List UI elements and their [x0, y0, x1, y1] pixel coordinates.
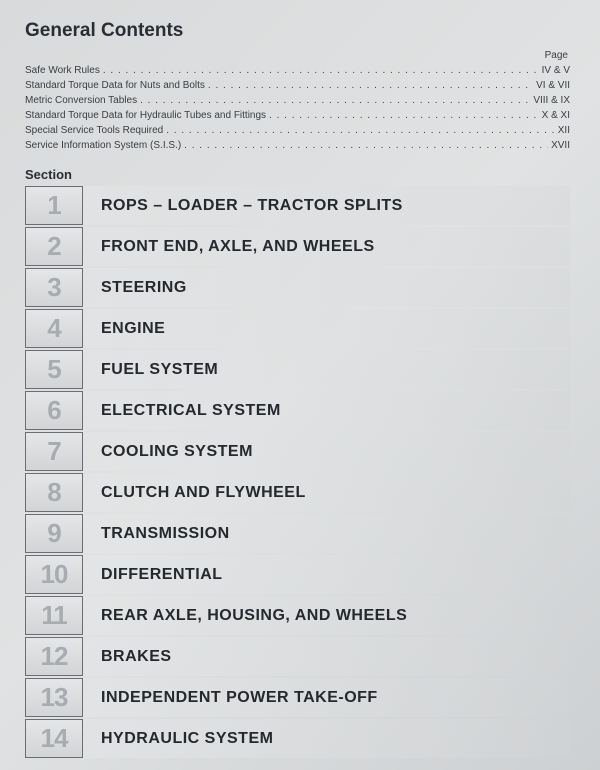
section-title: BRAKES [83, 637, 570, 676]
section-row: 8CLUTCH AND FLYWHEEL [25, 473, 570, 512]
section-row: 1ROPS – LOADER – TRACTOR SPLITS [25, 186, 570, 225]
section-number: 14 [25, 719, 83, 758]
page-title: General Contents [25, 20, 570, 42]
toc-label: Standard Torque Data for Nuts and Bolts [25, 78, 205, 93]
section-number: 3 [25, 268, 83, 307]
section-number: 10 [25, 555, 83, 594]
section-number: 6 [25, 391, 83, 430]
toc-dots [184, 138, 548, 153]
toc-dots [166, 123, 555, 138]
section-row: 6ELECTRICAL SYSTEM [25, 391, 570, 430]
section-title: FRONT END, AXLE, AND WHEELS [83, 227, 570, 266]
section-number: 2 [25, 227, 83, 266]
section-row: 11REAR AXLE, HOUSING, AND WHEELS [25, 596, 570, 635]
preliminary-toc: Page Safe Work RulesIV & VStandard Torqu… [25, 50, 570, 153]
section-title: REAR AXLE, HOUSING, AND WHEELS [83, 596, 570, 635]
toc-row: Metric Conversion Tables VIII & IX [25, 93, 570, 108]
section-title: INDEPENDENT POWER TAKE-OFF [83, 678, 570, 717]
section-row: 13INDEPENDENT POWER TAKE-OFF [25, 678, 570, 717]
section-number: 11 [25, 596, 83, 635]
toc-page: VI & VII [536, 78, 570, 93]
section-title: STEERING [83, 268, 570, 307]
toc-page: X & XI [542, 108, 570, 123]
toc-row: Safe Work Rules IV & V [25, 63, 570, 78]
section-row: 14HYDRAULIC SYSTEM [25, 719, 570, 758]
section-title: TRANSMISSION [83, 514, 570, 553]
toc-label: Service Information System (S.I.S.) [25, 138, 181, 153]
toc-page: XII [558, 123, 570, 138]
toc-page: XVII [551, 138, 570, 153]
section-title: HYDRAULIC SYSTEM [83, 719, 570, 758]
toc-label: Special Service Tools Required [25, 123, 163, 138]
section-row: 2FRONT END, AXLE, AND WHEELS [25, 227, 570, 266]
toc-dots [208, 78, 533, 93]
section-number: 8 [25, 473, 83, 512]
section-number: 7 [25, 432, 83, 471]
page-column-header: Page [25, 50, 570, 61]
toc-dots [269, 108, 539, 123]
section-number: 9 [25, 514, 83, 553]
toc-dots [140, 93, 530, 108]
toc-row: Standard Torque Data for Hydraulic Tubes… [25, 108, 570, 123]
section-row: 9TRANSMISSION [25, 514, 570, 553]
toc-label: Metric Conversion Tables [25, 93, 137, 108]
section-title: COOLING SYSTEM [83, 432, 570, 471]
toc-label: Safe Work Rules [25, 63, 100, 78]
toc-row: Service Information System (S.I.S.) XVII [25, 138, 570, 153]
toc-label: Standard Torque Data for Hydraulic Tubes… [25, 108, 266, 123]
section-row: 5FUEL SYSTEM [25, 350, 570, 389]
section-title: ELECTRICAL SYSTEM [83, 391, 570, 430]
section-title: DIFFERENTIAL [83, 555, 570, 594]
toc-dots [103, 63, 539, 78]
section-row: 12BRAKES [25, 637, 570, 676]
section-title: ENGINE [83, 309, 570, 348]
toc-page: IV & V [542, 63, 570, 78]
section-title: FUEL SYSTEM [83, 350, 570, 389]
section-title: ROPS – LOADER – TRACTOR SPLITS [83, 186, 570, 225]
toc-row: Standard Torque Data for Nuts and Bolts V… [25, 78, 570, 93]
section-title: CLUTCH AND FLYWHEEL [83, 473, 570, 512]
toc-page: VIII & IX [533, 93, 570, 108]
section-number: 1 [25, 186, 83, 225]
section-row: 7COOLING SYSTEM [25, 432, 570, 471]
section-list: 1ROPS – LOADER – TRACTOR SPLITS2FRONT EN… [25, 186, 570, 760]
section-number: 13 [25, 678, 83, 717]
section-header-label: Section [25, 167, 570, 182]
section-row: 4ENGINE [25, 309, 570, 348]
section-row: 10DIFFERENTIAL [25, 555, 570, 594]
section-number: 4 [25, 309, 83, 348]
section-number: 12 [25, 637, 83, 676]
section-row: 3STEERING [25, 268, 570, 307]
section-number: 5 [25, 350, 83, 389]
toc-row: Special Service Tools Required XII [25, 123, 570, 138]
